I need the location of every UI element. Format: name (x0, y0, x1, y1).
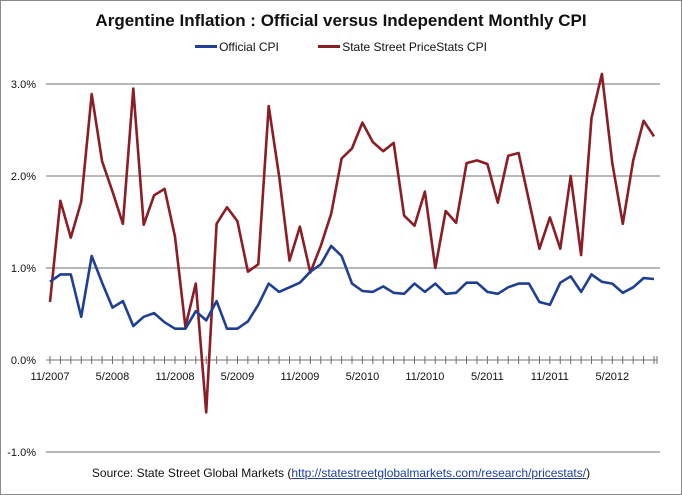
legend-entry-official-cpi: Official CPI (195, 40, 279, 54)
series-line-official-cpi (49, 244, 655, 331)
series-lines (48, 72, 656, 414)
chart-title: Argentine Inflation : Official versus In… (95, 11, 587, 30)
source-note: Source: State Street Global Markets (htt… (0, 466, 682, 480)
series-line-pricestats-cpi (48, 72, 656, 414)
legend-label-pricestats-cpi: State Street PriceStats CPI (342, 39, 487, 54)
gridlines (46, 83, 660, 453)
y-tick-label: 1.0% (11, 263, 36, 275)
source-prefix: Source: State Street Global Markets ( (91, 466, 292, 480)
y-axis-labels: -1.0% 0.0% 1.0% 2.0% 3.0% (7, 79, 36, 459)
legend-swatch-pricestats-cpi (318, 45, 341, 48)
legend-entry-pricestats-cpi: State Street PriceStats CPI (318, 40, 487, 54)
x-tick-label: 11/2008 (155, 371, 194, 383)
legend-label-official-cpi: Official CPI (219, 39, 279, 54)
y-tick-label: 0.0% (11, 355, 36, 367)
x-tick-label: 5/2011 (471, 371, 504, 383)
x-tick-label: 5/2008 (96, 371, 130, 383)
x-tick-label: 11/2010 (405, 371, 444, 383)
x-axis (46, 356, 658, 364)
legend: Official CPI State Street PriceStats CPI (0, 37, 682, 54)
x-tick-label: 5/2012 (596, 371, 630, 383)
y-tick-label: -1.0% (7, 447, 36, 459)
x-tick-label: 11/2007 (31, 371, 70, 383)
y-tick-label: 3.0% (11, 79, 36, 91)
x-tick-label: 11/2009 (280, 371, 319, 383)
legend-swatch-official-cpi (195, 45, 218, 48)
x-axis-labels: 11/2007 5/2008 11/2008 5/2009 11/2009 5/2010 1… (31, 371, 630, 383)
source-link[interactable]: http://statestreetglobalmarkets.com/rese… (291, 466, 587, 480)
source-suffix: ) (586, 466, 591, 480)
x-tick-label: 5/2009 (221, 371, 255, 383)
x-tick-label: 5/2010 (346, 371, 380, 383)
x-tick-label: 11/2011 (531, 371, 569, 383)
y-tick-label: 2.0% (11, 171, 36, 183)
